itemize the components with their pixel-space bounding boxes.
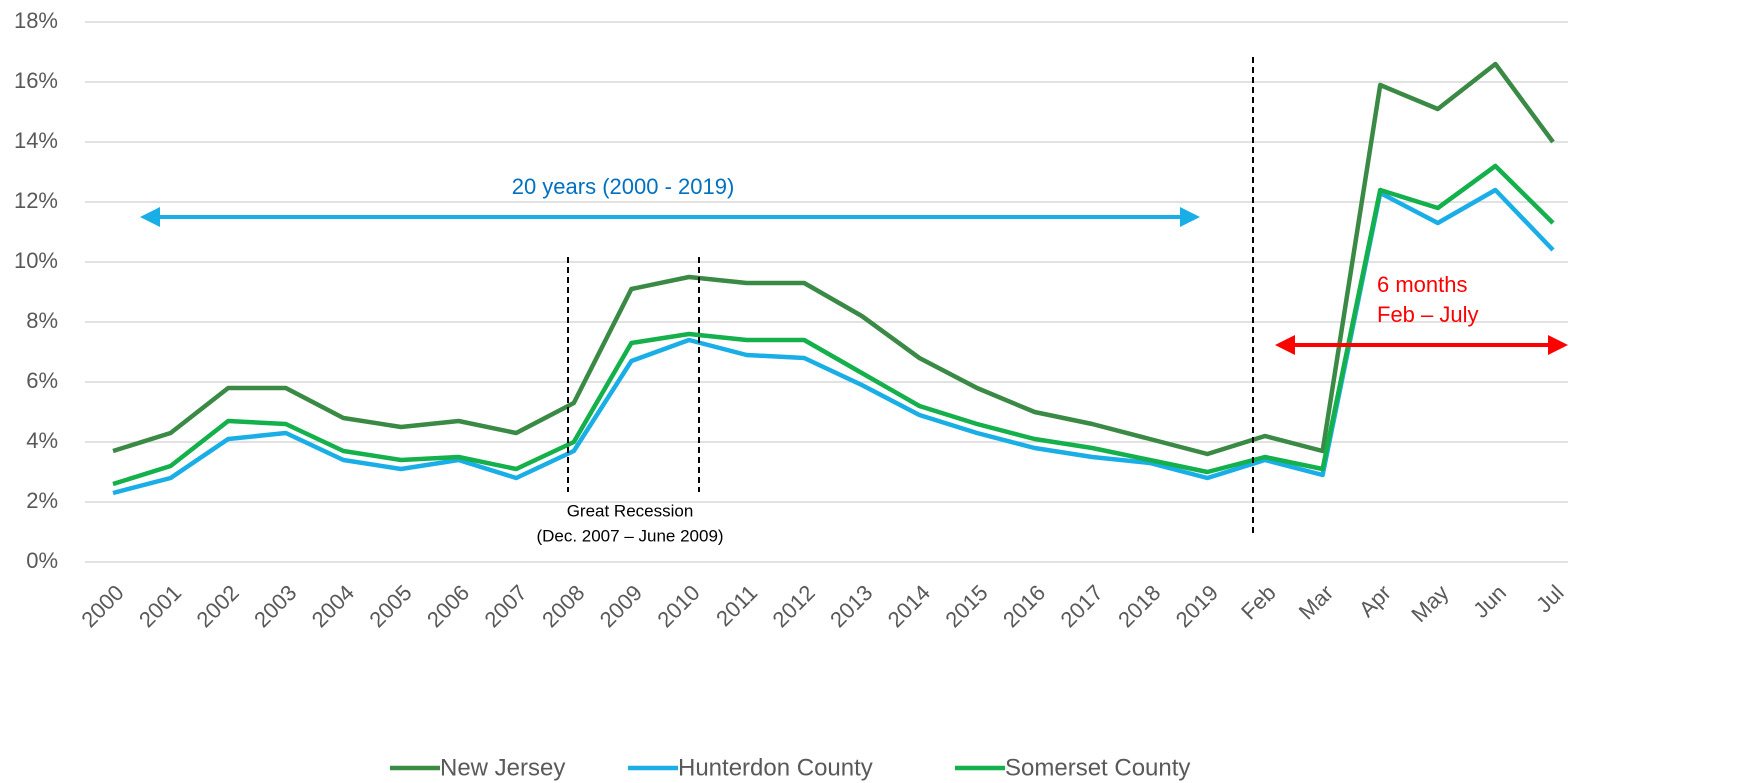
- x-tick-label: 2018: [1113, 580, 1165, 632]
- y-tick-label: 18%: [14, 8, 58, 33]
- recession-label: Great Recession: [567, 501, 694, 520]
- x-tick-label: Mar: [1294, 580, 1338, 624]
- y-tick-label: 2%: [26, 488, 58, 513]
- x-tick-label: 2004: [307, 580, 359, 632]
- period-label: 20 years (2000 - 2019): [512, 174, 735, 199]
- y-tick-label: 0%: [26, 548, 58, 573]
- x-tick-label: 2003: [249, 580, 301, 632]
- series-line: [112, 187, 1555, 496]
- legend-label: Somerset County: [1005, 754, 1190, 781]
- x-tick-label: 2002: [192, 580, 244, 632]
- x-tick-label: 2017: [1056, 580, 1108, 632]
- legend-label: New Jersey: [440, 754, 565, 781]
- series-line: [112, 61, 1555, 457]
- x-tick-label: 2012: [768, 580, 820, 632]
- x-tick-label: Jun: [1468, 580, 1511, 623]
- months-range: Feb – July: [1377, 302, 1479, 327]
- x-tick-label: 2019: [1171, 580, 1223, 632]
- y-tick-label: 16%: [14, 68, 58, 93]
- x-tick-label: Jul: [1531, 580, 1569, 618]
- x-tick-label: 2001: [134, 580, 186, 632]
- x-tick-label: 2014: [883, 580, 935, 632]
- y-tick-label: 12%: [14, 188, 58, 213]
- y-tick-label: 14%: [14, 128, 58, 153]
- months-label: 6 months: [1377, 272, 1468, 297]
- x-tick-label: 2016: [998, 580, 1050, 632]
- series-line: [112, 163, 1555, 487]
- x-tick-label: 2015: [940, 580, 992, 632]
- y-tick-label: 4%: [26, 428, 58, 453]
- x-tick-label: 2000: [76, 580, 128, 632]
- x-tick-label: 2005: [364, 580, 416, 632]
- x-tick-label: 2006: [422, 580, 474, 632]
- x-tick-label: 2009: [595, 580, 647, 632]
- x-tick-label: Feb: [1236, 580, 1280, 624]
- x-tick-label: 2008: [537, 580, 589, 632]
- x-tick-label: 2011: [711, 580, 762, 631]
- legend-label: Hunterdon County: [678, 754, 873, 781]
- recession-dates: (Dec. 2007 – June 2009): [536, 526, 723, 545]
- x-tick-label: 2013: [825, 580, 877, 632]
- y-tick-label: 10%: [14, 248, 58, 273]
- y-tick-label: 8%: [26, 308, 58, 333]
- x-tick-label: May: [1406, 580, 1453, 627]
- x-tick-label: 2010: [652, 580, 704, 632]
- y-tick-label: 6%: [26, 368, 58, 393]
- x-tick-label: Apr: [1354, 580, 1396, 622]
- x-tick-label: 2007: [480, 580, 532, 632]
